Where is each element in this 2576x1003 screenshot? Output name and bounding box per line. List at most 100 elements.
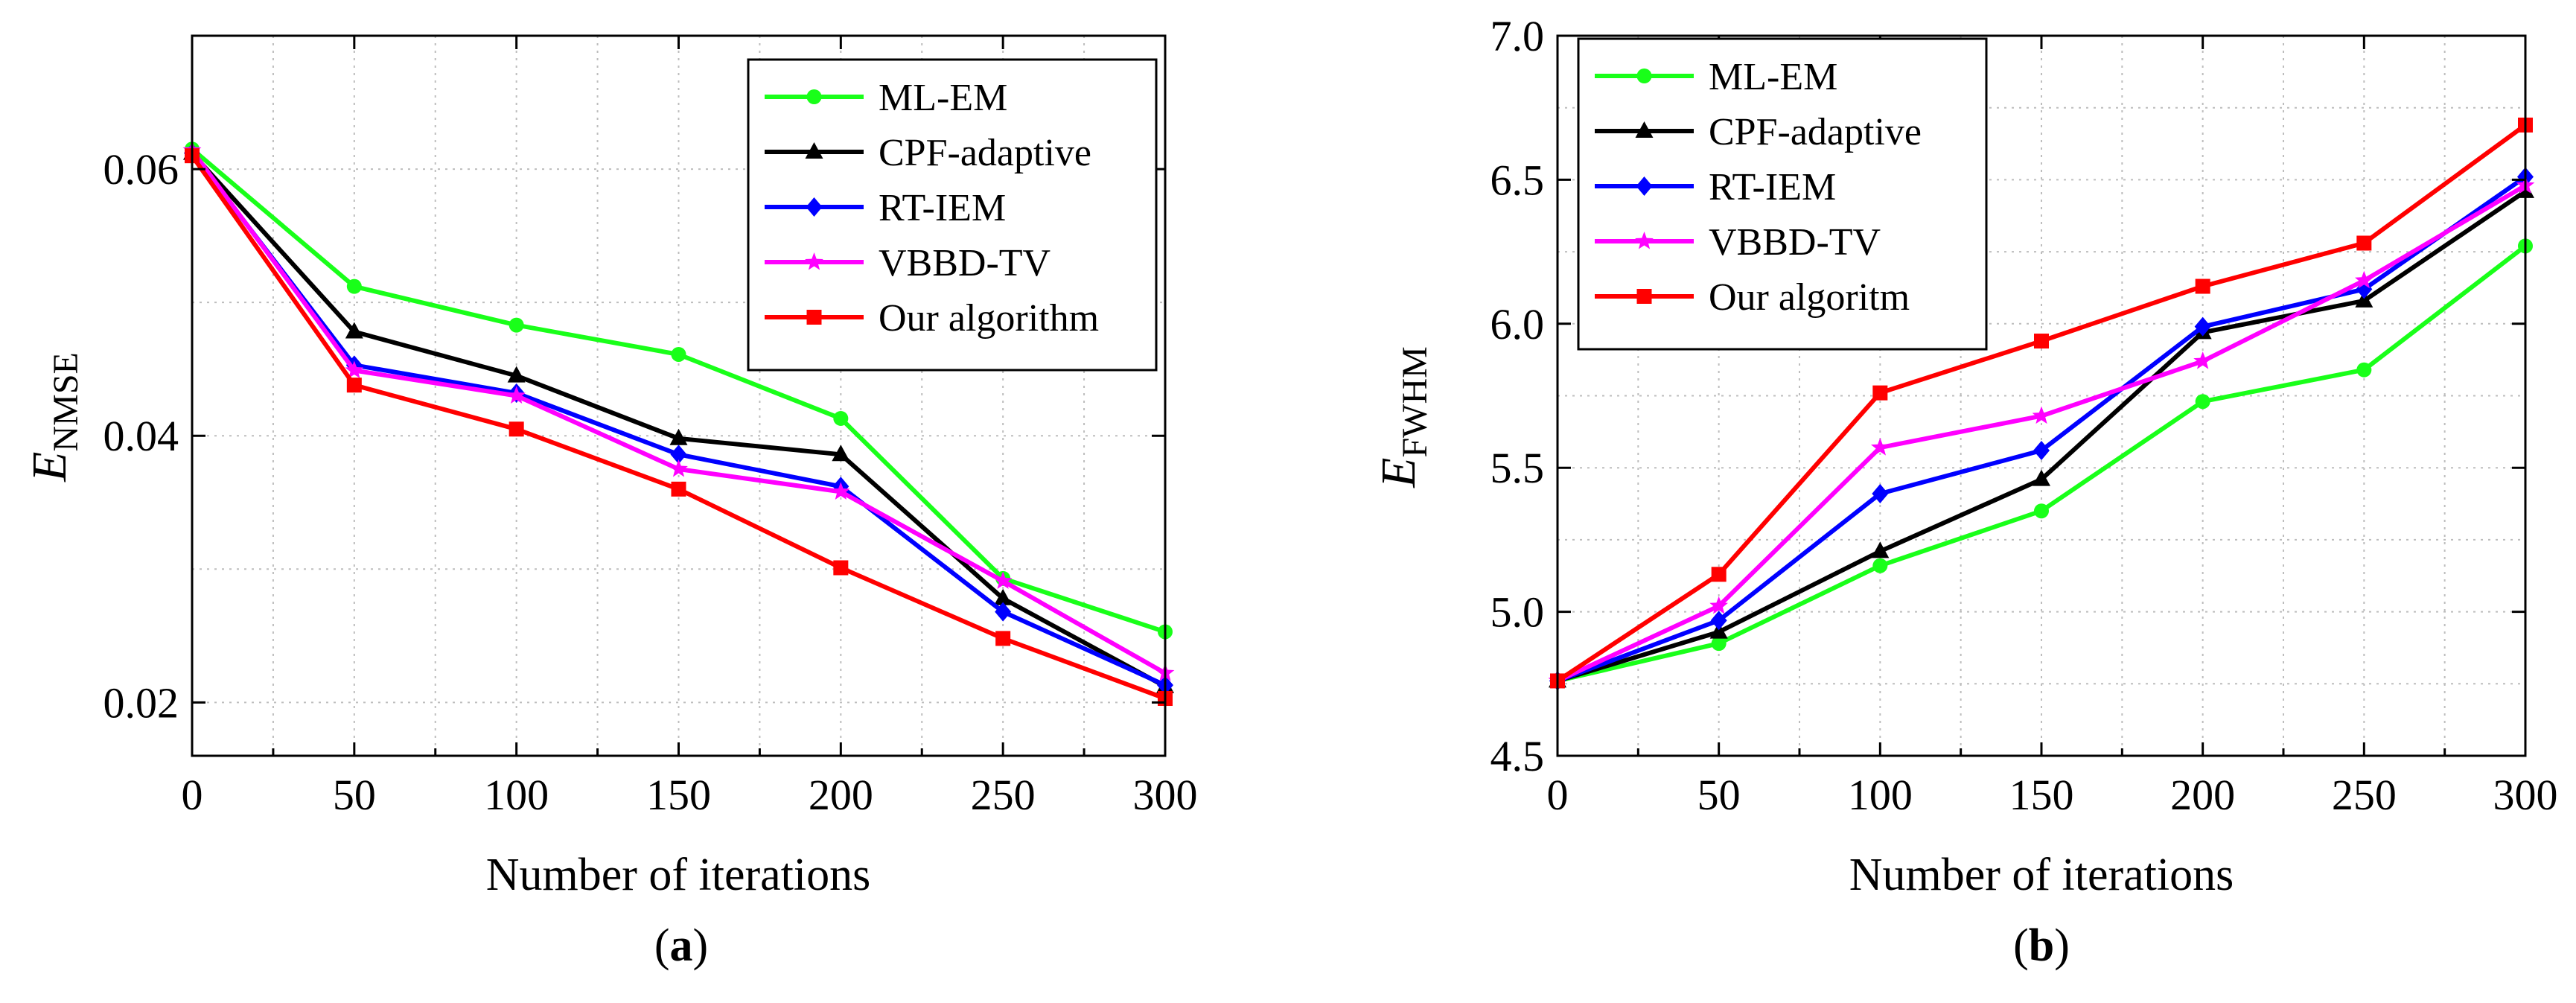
data-point	[2195, 394, 2210, 410]
legend-label: Our algorithm	[879, 297, 1099, 340]
data-point	[2033, 469, 2050, 486]
legend-entry: ML-EM	[765, 77, 1007, 119]
chart-a: 0 50 100 150 200 250 300 0.02 0.04 0.06 Number of …	[22, 34, 1198, 971]
x-axis-label: Number of iterations	[1849, 850, 2234, 900]
data-point	[832, 445, 850, 462]
panel-letter: b	[2029, 920, 2054, 971]
legend-label: RT-IEM	[879, 187, 1006, 229]
legend: ML-EM CPF-adaptive RT-IEM VBBD-TV Our algori…	[747, 58, 1158, 372]
x-tick-label: 300	[1133, 771, 1198, 819]
panel-letter: a	[670, 920, 693, 971]
legend-marker	[805, 142, 823, 159]
data-point	[2193, 351, 2212, 369]
data-point	[994, 588, 1013, 605]
data-point	[2195, 278, 2210, 294]
data-point	[1711, 636, 1727, 652]
legend-entry: ML-EM	[1595, 56, 1837, 98]
legend-entry: VBBD-TV	[1595, 221, 1881, 264]
x-tick-label: 250	[971, 771, 1036, 819]
data-point	[1711, 567, 1727, 582]
y-axis: 4.5 5.0 5.5 6.0 6.5 7.0	[1491, 12, 2525, 780]
data-point	[1871, 541, 1890, 558]
legend-marker	[1636, 176, 1653, 196]
legend-marker	[1636, 289, 1652, 304]
y-tick-label: 7.0	[1491, 12, 1545, 60]
legend-entry: RT-IEM	[765, 187, 1006, 229]
data-point	[832, 482, 850, 500]
x-tick-label: 200	[2170, 771, 2235, 819]
data-point	[1709, 622, 1728, 639]
series-our-algorithm	[185, 148, 1173, 706]
data-point	[1872, 558, 1888, 573]
y-tick-label: 6.5	[1491, 156, 1545, 204]
legend-label: ML-EM	[1709, 56, 1837, 98]
data-point	[508, 421, 524, 437]
panel-label: (b)	[2013, 920, 2070, 971]
data-point	[2032, 406, 2051, 424]
x-tick-label: 100	[484, 771, 549, 819]
panel-label: (a)	[654, 920, 708, 971]
y-axis-label: EFWHM	[1371, 346, 1435, 488]
legend-marker	[805, 252, 823, 270]
data-point	[671, 481, 686, 497]
legend-label: VBBD-TV	[879, 242, 1051, 284]
data-point	[2034, 334, 2049, 349]
data-point	[669, 428, 688, 445]
y-tick-label: 4.5	[1491, 732, 1545, 780]
legend-entry: Our algorithm	[765, 297, 1099, 340]
data-point	[2355, 270, 2373, 289]
y-label-main: E	[22, 452, 77, 483]
legend-marker	[806, 89, 822, 104]
data-point	[669, 459, 688, 477]
legend-label: ML-EM	[879, 77, 1007, 119]
legend-label: RT-IEM	[1709, 166, 1836, 208]
data-point	[508, 317, 524, 333]
data-point	[995, 631, 1011, 646]
y-axis: 0.02 0.04 0.06	[103, 145, 1165, 727]
data-point	[995, 602, 1012, 622]
x-tick-label: 100	[1848, 771, 1913, 819]
data-point	[507, 366, 526, 383]
panel-paren-open: (	[654, 920, 670, 971]
y-tick-label: 5.0	[1491, 588, 1545, 637]
x-tick-label: 150	[2009, 771, 2074, 819]
data-point	[1709, 596, 1728, 614]
y-tick-label: 6.0	[1491, 300, 1545, 348]
legend-entry: CPF-adaptive	[1595, 111, 1922, 153]
legend-marker	[806, 197, 823, 217]
data-point	[1710, 611, 1727, 631]
x-axis: 0 50 100 150 200 250 300	[182, 36, 1198, 819]
data-point	[345, 360, 364, 378]
legend-marker	[1636, 69, 1652, 83]
data-point	[345, 322, 363, 339]
x-tick-label: 0	[182, 771, 203, 819]
panel-paren-close: )	[2054, 920, 2070, 971]
data-point	[2356, 235, 2372, 251]
data-point	[346, 378, 362, 393]
x-tick-label: 200	[809, 771, 873, 819]
legend-marker	[806, 310, 822, 325]
x-tick-label: 300	[2493, 771, 2558, 819]
data-point	[2034, 503, 2049, 519]
legend-label: CPF-adaptive	[879, 132, 1091, 174]
legend-entry: Our algoritm	[1595, 276, 1910, 319]
legend-label: VBBD-TV	[1709, 221, 1881, 264]
x-tick-label: 150	[646, 771, 711, 819]
data-point	[507, 386, 526, 404]
data-point	[2033, 440, 2050, 460]
x-tick-label: 0	[1547, 771, 1569, 819]
data-point	[1872, 484, 1889, 504]
legend: ML-EM CPF-adaptive RT-IEM VBBD-TV Our algori…	[1577, 37, 1988, 351]
data-point	[671, 346, 686, 362]
data-point	[833, 410, 849, 426]
legend-marker	[1635, 232, 1654, 249]
legend-label: Our algoritm	[1709, 276, 1910, 319]
panel-paren-open: (	[2013, 920, 2029, 971]
y-label-main: E	[1371, 458, 1426, 488]
data-point	[1872, 385, 1888, 401]
data-point	[1871, 438, 1890, 456]
x-tick-label: 50	[333, 771, 376, 819]
legend-label: CPF-adaptive	[1709, 111, 1922, 153]
y-axis-label: ENMSE	[22, 352, 86, 483]
legend-entry: CPF-adaptive	[765, 132, 1091, 174]
